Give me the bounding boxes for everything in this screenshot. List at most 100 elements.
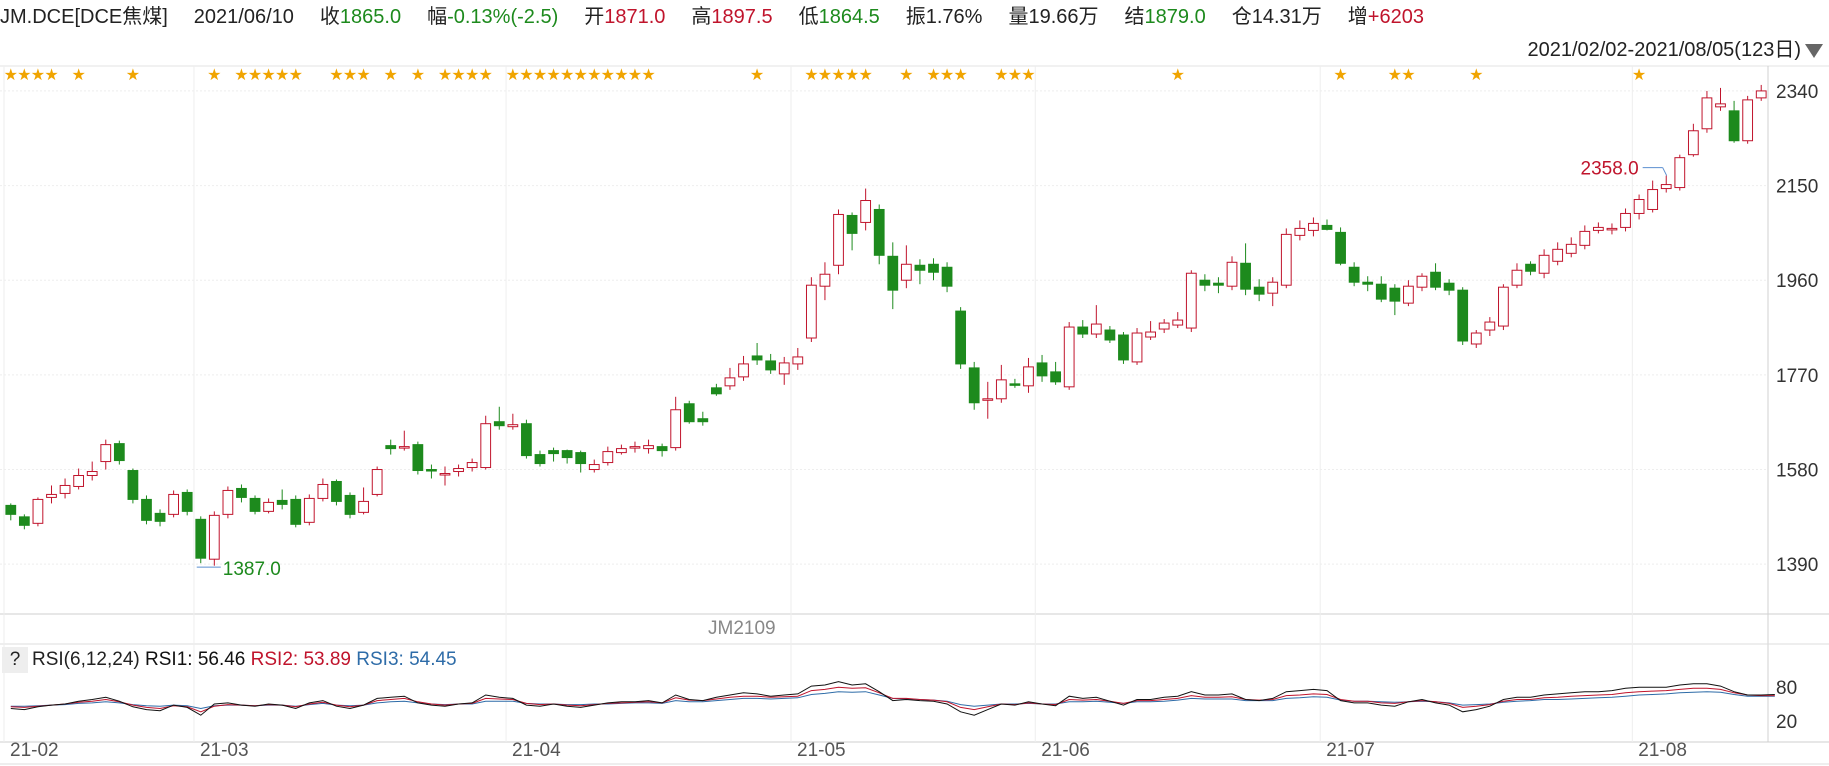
candle-body [263,501,274,512]
signal-star-icon: ★ [384,65,398,84]
price-tick-label: 1770 [1776,366,1818,387]
candle-body [629,446,641,449]
signal-star-icon: ★ [845,65,859,84]
candle-body [113,443,125,462]
signal-star-icon: ★ [750,65,764,84]
rsi-indicator-name[interactable]: RSI(6,12,24) [32,649,140,670]
candle-body [1742,99,1754,142]
candle-body [1687,130,1699,156]
candle-body [439,473,451,476]
signal-star-icon: ★ [1333,65,1347,84]
signal-star-icon: ★ [546,65,560,84]
candle-body [181,491,193,512]
candle-body [1118,334,1129,361]
price-tick-label: 1390 [1776,555,1818,576]
candle-body [900,263,912,281]
signal-star-icon: ★ [818,65,832,84]
candle-body [1158,322,1170,330]
open-interest-value: 14.31万 [1251,6,1322,28]
candle-body [236,487,247,498]
volume-label: 量 [1008,6,1029,28]
candle-body [127,470,139,500]
candle-body [480,423,492,469]
signal-star-icon: ★ [248,65,262,84]
signal-star-icon: ★ [1171,65,1185,84]
candle-body [1375,283,1387,300]
candle-body [1565,243,1577,254]
signal-star-icon: ★ [479,65,493,84]
max-price-annotation: 2358.0 [1581,159,1639,180]
candle-body [141,498,152,521]
open-value: 1871.0 [604,6,666,28]
date-range-label: 2021/02/02-2021/08/05(123日) [1527,39,1801,61]
signal-star-icon: ★ [4,65,18,84]
signal-star-icon: ★ [126,65,140,84]
candle-body [521,423,532,457]
candle-body [968,367,980,404]
candle-body [846,214,858,234]
signal-star-icon: ★ [261,65,275,84]
signal-star-icon: ★ [438,65,452,84]
candle-body [928,263,939,273]
candle-body [643,445,654,450]
candle-body [249,497,261,512]
month-tick-label: 21-08 [1638,740,1687,761]
signal-star-icon: ★ [71,65,85,84]
candle-body [1430,271,1441,288]
signal-star-icon: ★ [356,65,370,84]
candle-body [792,356,804,365]
min-price-annotation: 1387.0 [223,559,281,580]
candle-body [1715,103,1726,108]
change-label: 幅 [427,6,448,28]
high-value: 1897.5 [711,6,773,28]
candle-body [656,446,668,452]
candle-body [18,516,30,526]
signal-star-icon: ★ [614,65,628,84]
candle-body [860,200,872,223]
candle-body [1104,329,1116,341]
candle-body [32,498,44,524]
candle-body [344,494,356,515]
candle-body [1321,224,1333,230]
candle-body [575,452,587,465]
candle-body [1253,286,1265,295]
signal-star-icon: ★ [953,65,967,84]
signal-star-icon: ★ [560,65,574,84]
signal-star-icon: ★ [17,65,31,84]
candle-body [412,444,424,472]
dropdown-triangle-icon[interactable] [1805,43,1823,58]
candle-body [331,480,342,502]
rsi2-value: RSI2: 53.89 [250,649,351,670]
candle-body [358,500,369,513]
candle-body [1280,233,1292,286]
candle-body [385,445,397,450]
month-tick-label: 21-06 [1041,740,1090,761]
candle-body [1660,184,1672,190]
change-value: -0.13%(-2.5) [447,6,559,28]
contract-label: JM2109 [708,618,776,639]
settle-label: 结 [1124,6,1145,28]
candle-body [1633,199,1645,214]
candle-body [534,454,546,465]
signal-star-icon: ★ [289,65,303,84]
candle-body [398,446,410,449]
signal-star-icon: ★ [1469,65,1483,84]
candle-body [751,355,763,361]
help-button[interactable]: ? [2,647,28,673]
signal-star-icon: ★ [574,65,588,84]
rsi-legend: ? RSI(6,12,24) RSI1: 56.46 RSI2: 53.89 RS… [0,646,457,674]
candle-body [833,213,844,266]
signal-star-icon: ★ [641,65,655,84]
candle-body [1647,189,1659,210]
signal-star-icon: ★ [899,65,913,84]
date-range-selector[interactable]: 2021/02/02-2021/08/05(123日) [1527,36,1823,64]
candle-body [588,464,600,471]
candle-body [1335,231,1346,264]
candle-body [1185,272,1197,329]
candle-body [493,421,505,427]
rsi1-line [10,681,1775,716]
max-pointer-line [1662,167,1668,176]
candle-body [86,471,98,477]
volume-value: 19.66万 [1028,6,1099,28]
candle-body [941,266,953,287]
